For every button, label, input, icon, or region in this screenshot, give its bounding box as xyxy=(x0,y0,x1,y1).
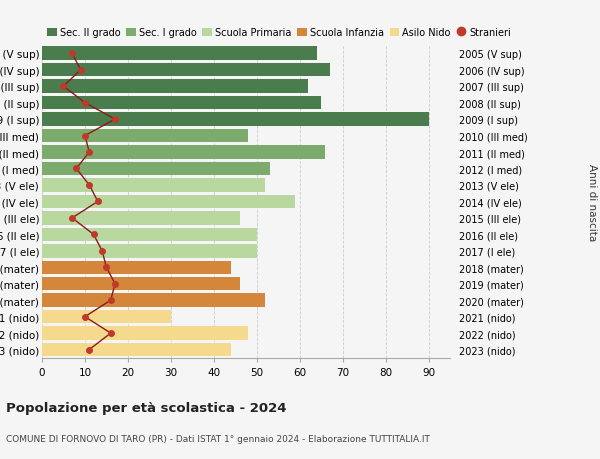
Bar xyxy=(42,261,231,274)
Bar xyxy=(42,179,265,192)
Bar xyxy=(42,228,257,241)
Bar xyxy=(42,343,231,357)
Bar xyxy=(42,277,239,291)
Bar xyxy=(42,327,248,340)
Bar xyxy=(42,129,248,143)
Bar xyxy=(42,146,325,159)
Bar xyxy=(42,162,269,176)
Bar xyxy=(42,80,308,94)
Text: Popolazione per età scolastica - 2024: Popolazione per età scolastica - 2024 xyxy=(6,402,287,414)
Bar xyxy=(42,195,295,209)
Legend: Sec. II grado, Sec. I grado, Scuola Primaria, Scuola Infanzia, Asilo Nido, Stran: Sec. II grado, Sec. I grado, Scuola Prim… xyxy=(47,28,511,38)
Bar xyxy=(42,310,171,324)
Text: Anni di nascita: Anni di nascita xyxy=(587,163,597,241)
Bar xyxy=(42,245,257,258)
Bar xyxy=(42,113,428,127)
Text: COMUNE DI FORNOVO DI TARO (PR) - Dati ISTAT 1° gennaio 2024 - Elaborazione TUTTI: COMUNE DI FORNOVO DI TARO (PR) - Dati IS… xyxy=(6,434,430,443)
Bar xyxy=(42,47,317,61)
Bar xyxy=(42,97,321,110)
Bar xyxy=(42,212,239,225)
Bar xyxy=(42,64,330,77)
Bar xyxy=(42,294,265,307)
